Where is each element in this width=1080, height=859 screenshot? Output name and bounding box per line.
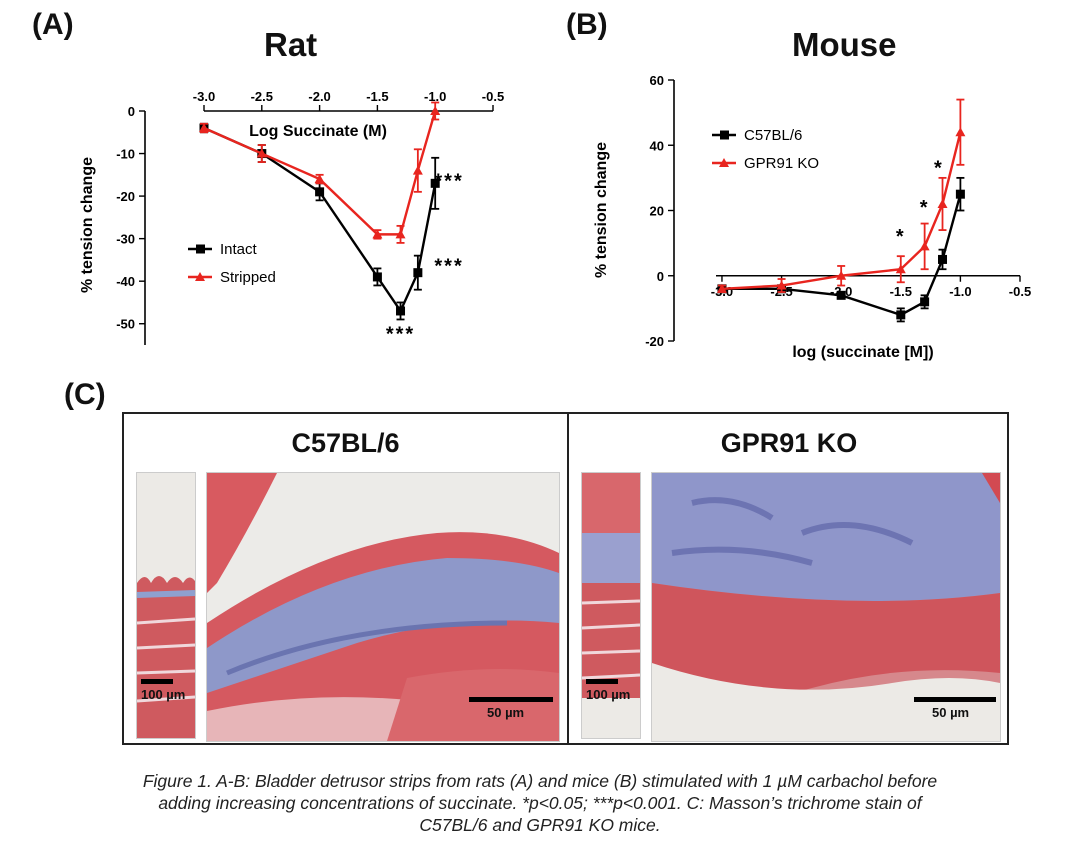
data-point — [395, 229, 406, 239]
data-point — [256, 148, 267, 158]
histology-right-title: GPR91 KO — [720, 428, 858, 458]
x-axis-label: Log Succinate (M) — [249, 123, 387, 140]
data-point — [314, 174, 325, 184]
data-point — [372, 229, 383, 239]
data-point — [955, 189, 965, 199]
data-point — [199, 123, 209, 133]
data-point — [920, 297, 930, 307]
panel-a-letter: (A) — [32, 8, 74, 41]
y-tick-label: -40 — [116, 274, 135, 289]
data-point — [396, 306, 406, 316]
x-tick-label: -2.5 — [251, 89, 273, 104]
histology-right: GPR91 KO 100 µm 50 µm — [569, 414, 1009, 743]
significance-marker: *** — [434, 171, 463, 193]
x-tick-label: -2.0 — [308, 89, 330, 104]
x-tick-label: -3.0 — [193, 89, 215, 104]
y-tick-label: -10 — [116, 147, 135, 162]
gpr91-large-micrograph: 50 µm — [651, 472, 1001, 742]
x-tick-label: -1.5 — [366, 89, 388, 104]
y-tick-label: 60 — [650, 73, 664, 88]
histology-left: C57BL/6 100 µm 50 µm — [124, 414, 567, 743]
x-tick-label: -1.0 — [949, 284, 971, 299]
x-tick-label: -0.5 — [482, 89, 504, 104]
significance-marker: * — [920, 197, 930, 219]
y-tick-label: -20 — [645, 334, 664, 349]
data-point — [895, 264, 906, 274]
x-tick-label: -1.0 — [424, 89, 446, 104]
data-point — [836, 270, 847, 280]
y-tick-label: -20 — [116, 189, 135, 204]
histology-divider — [567, 414, 569, 743]
y-tick-label: 40 — [650, 138, 664, 153]
significance-marker: * — [934, 158, 944, 180]
gpr91-small-scale-label: 100 µm — [586, 687, 631, 702]
legend-marker — [196, 244, 205, 254]
gpr91-small-micrograph: 100 µm — [581, 472, 641, 739]
rat-chart-title: Rat — [264, 26, 318, 63]
data-point — [430, 106, 441, 115]
data-point — [836, 290, 846, 300]
c57-large-scale-label: 50 µm — [487, 705, 525, 720]
caption-line-2: adding increasing concentrations of succ… — [158, 793, 922, 813]
caption-line-3: C57BL/6 and GPR91 KO mice. — [419, 815, 661, 835]
mouse-chart-title: Mouse — [792, 26, 897, 63]
caption-line-1: Figure 1. A-B: Bladder detrusor strips f… — [142, 771, 938, 791]
y-tick-label: 0 — [657, 269, 664, 284]
x-axis-label: log (succinate [M]) — [792, 344, 933, 361]
data-point — [430, 178, 440, 188]
data-point — [955, 127, 966, 137]
panel-b-letter: (B) — [566, 8, 608, 41]
legend-marker — [720, 130, 729, 140]
legend-marker — [719, 158, 729, 167]
legend-label: C57BL/6 — [744, 127, 802, 144]
figure-caption: Figure 1. A-B: Bladder detrusor strips f… — [10, 770, 1070, 836]
y-tick-label: 0 — [128, 104, 135, 119]
data-point — [937, 198, 948, 208]
panel-c-letter: (C) — [64, 378, 106, 411]
gpr91-large-scale-label: 50 µm — [932, 705, 970, 720]
x-tick-label: -0.5 — [1009, 284, 1031, 299]
data-point — [919, 241, 930, 251]
c57-small-scale-label: 100 µm — [141, 687, 186, 702]
legend-label: Intact — [220, 241, 258, 258]
legend-label: Stripped — [220, 269, 276, 286]
x-tick-label: -1.5 — [890, 284, 912, 299]
significance-marker: *** — [434, 256, 463, 278]
data-point — [412, 165, 423, 175]
data-point — [938, 254, 948, 264]
histology-panel: C57BL/6 100 µm 50 µm — [122, 412, 1009, 745]
c57-small-micrograph: 100 µm — [136, 472, 196, 739]
data-point — [413, 268, 423, 278]
data-point — [776, 280, 787, 290]
legend-marker — [195, 272, 205, 281]
significance-marker: * — [896, 226, 906, 248]
y-tick-label: 20 — [650, 204, 664, 219]
y-axis-label: % tension change — [593, 142, 610, 278]
y-tick-label: -30 — [116, 232, 135, 247]
y-axis-label: % tension change — [79, 157, 96, 293]
histology-left-title: C57BL/6 — [291, 428, 400, 458]
legend-label: GPR91 KO — [744, 155, 819, 172]
data-point — [716, 283, 727, 293]
significance-marker: *** — [386, 324, 415, 346]
y-tick-label: -50 — [116, 317, 135, 332]
c57-large-micrograph: 50 µm — [206, 472, 560, 742]
data-point — [372, 272, 382, 282]
data-point — [896, 310, 906, 320]
rat-chart: -3.0 -2.5 -2.0 -1.5 -1.0 -0.5 0 -10 -20 -30 -40 -50… — [79, 89, 504, 346]
data-point — [315, 187, 325, 197]
